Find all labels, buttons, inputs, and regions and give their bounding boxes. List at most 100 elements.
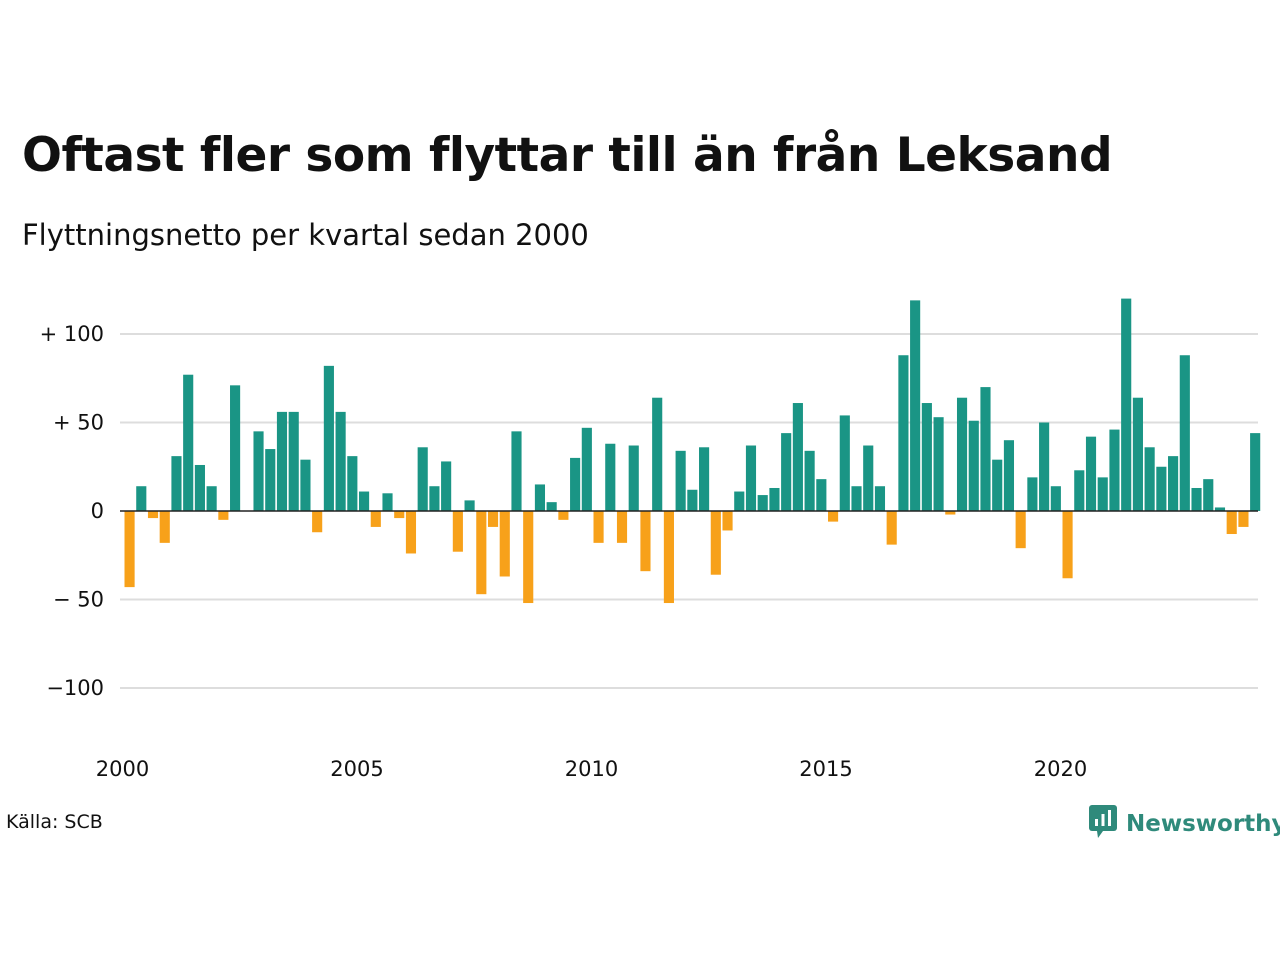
chart-subtitle: Flyttningsnetto per kvartal sedan 2000: [22, 218, 589, 252]
bar: [1132, 397, 1143, 511]
bar: [593, 511, 604, 543]
bar: [194, 464, 205, 511]
bar: [1168, 456, 1179, 511]
bar: [382, 493, 393, 511]
bar: [206, 486, 217, 511]
bar: [956, 397, 968, 511]
bar: [710, 511, 721, 575]
brand-logo: Newsworthy: [1088, 804, 1280, 844]
bar: [347, 456, 358, 511]
bar: [312, 511, 323, 533]
bar: [1214, 507, 1226, 511]
bar: [1121, 298, 1132, 511]
bar: [851, 486, 862, 511]
bar: [523, 511, 534, 604]
bar: [570, 457, 581, 511]
bar: [546, 502, 557, 511]
x-tick-label: 2015: [799, 757, 852, 781]
bar: [1191, 487, 1202, 511]
bar: [1074, 470, 1085, 511]
bar: [699, 447, 710, 511]
bars: [124, 298, 1261, 604]
bar: [1050, 486, 1061, 511]
bar: [441, 461, 452, 511]
chart-title: Oftast fler som flyttar till än från Lek…: [22, 128, 1113, 183]
bar: [652, 397, 663, 511]
bar: [1109, 429, 1120, 511]
bar: [945, 511, 956, 515]
source-note: Källa: SCB: [6, 811, 103, 833]
y-tick-label: + 50: [53, 411, 104, 435]
bar: [230, 385, 241, 511]
bar: [405, 511, 417, 554]
bar: [898, 355, 909, 511]
bar: [1062, 511, 1073, 579]
bar: [323, 365, 334, 511]
bar: [417, 447, 428, 511]
bar: [136, 486, 147, 511]
bar: [335, 411, 346, 511]
bar: [687, 489, 698, 511]
bar: [487, 511, 499, 527]
y-axis-ticks: + 100 + 50 0 − 50 −100: [40, 322, 104, 700]
bar: [792, 403, 803, 511]
bar: [874, 486, 886, 511]
bar: [1097, 477, 1108, 511]
bar: [159, 511, 170, 543]
bar: [300, 459, 311, 511]
x-tick-label: 2000: [96, 757, 149, 781]
x-tick-label: 2010: [565, 757, 618, 781]
bar: [218, 511, 229, 520]
bar: [816, 479, 827, 511]
bar: [769, 487, 780, 511]
bar: [1003, 440, 1015, 511]
bar: [1144, 447, 1155, 511]
bar: [452, 511, 463, 552]
bar: [464, 500, 475, 511]
y-tick-label: 0: [91, 499, 104, 523]
bar: [394, 511, 405, 519]
bar: [1156, 466, 1167, 511]
bar: [1015, 511, 1026, 549]
bar: [1179, 355, 1190, 511]
bar: [734, 491, 745, 511]
y-tick-label: − 50: [53, 588, 104, 612]
y-tick-label: + 100: [40, 322, 104, 346]
bar: [722, 511, 733, 531]
bar: [253, 431, 264, 511]
bar: [171, 456, 182, 511]
bar: [1203, 479, 1214, 511]
bar: [1238, 511, 1249, 527]
bar: [745, 445, 757, 511]
y-tick-label: −100: [46, 676, 104, 700]
bar: [429, 486, 440, 511]
x-tick-label: 2005: [330, 757, 383, 781]
bar: [663, 511, 674, 604]
bar: [288, 411, 299, 511]
bar: [534, 484, 546, 511]
x-axis-ticks: 2000 2005 2010 2015 2020: [96, 757, 1087, 781]
bar: [1250, 433, 1261, 511]
brand-name: Newsworthy: [1126, 811, 1280, 837]
bar: [863, 445, 874, 511]
gridlines: [120, 333, 1258, 689]
bar: [183, 374, 194, 511]
bar: [933, 417, 944, 511]
bar: [839, 415, 850, 511]
bar: [886, 511, 897, 545]
bar: [558, 511, 569, 520]
newsworthy-logo-icon: [1088, 804, 1118, 844]
bar: [980, 387, 991, 511]
bar: [804, 450, 815, 511]
bar: [921, 403, 932, 511]
bar: [968, 420, 979, 511]
bar: [616, 511, 628, 543]
bar: [828, 511, 839, 522]
bar: [265, 449, 276, 511]
bar: [499, 511, 510, 577]
bar: [675, 450, 686, 511]
bar: [1039, 422, 1050, 511]
bar: [781, 433, 792, 511]
bar: [992, 459, 1003, 511]
